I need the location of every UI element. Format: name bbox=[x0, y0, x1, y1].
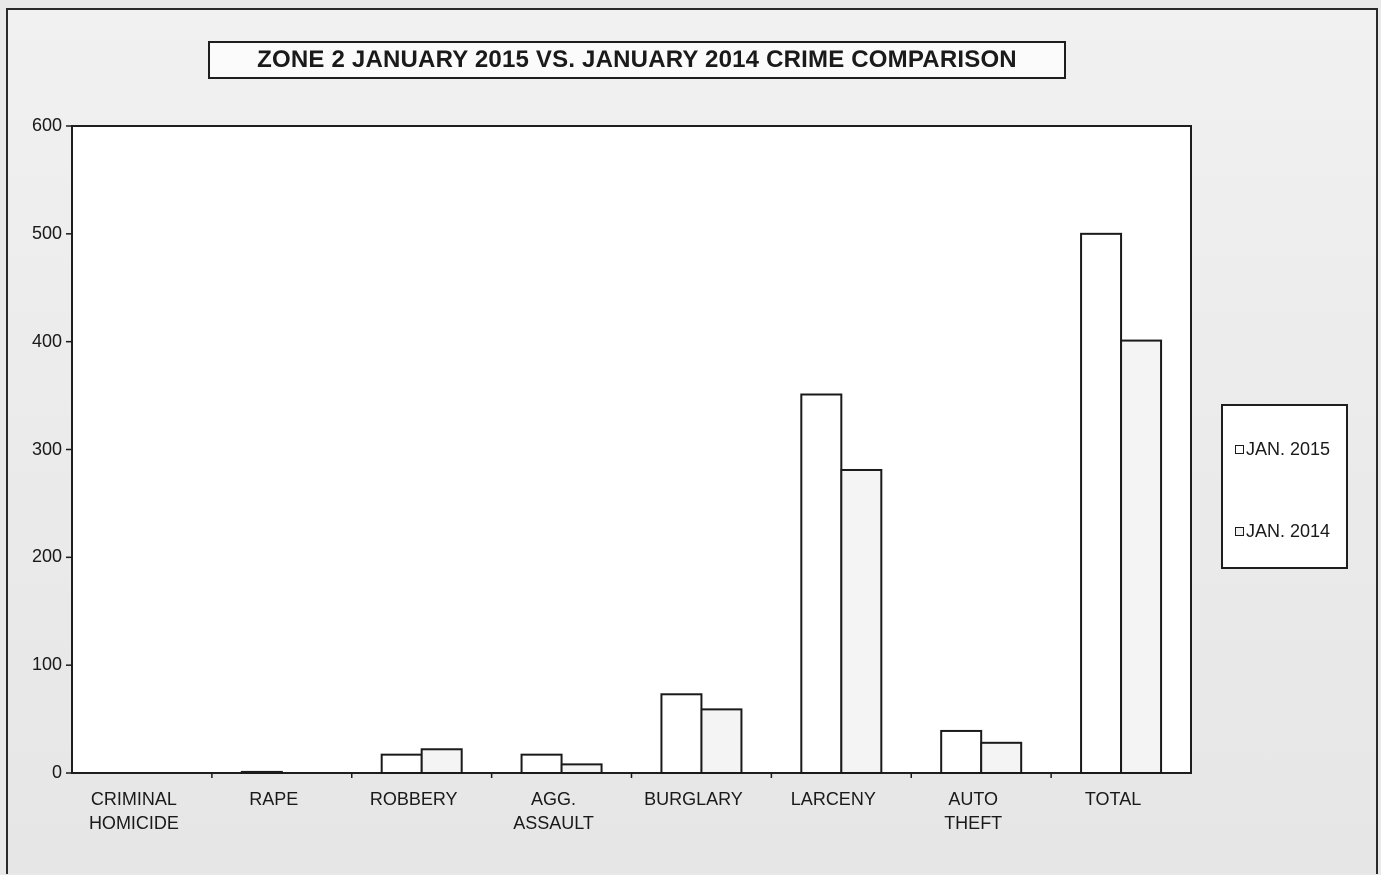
x-tick-label: CRIMINAL HOMICIDE bbox=[59, 787, 209, 835]
bar-jan-2015-total bbox=[1080, 232, 1123, 775]
bar-jan-2015-rape bbox=[240, 770, 283, 775]
x-tick-label: RAPE bbox=[199, 787, 349, 811]
y-tick-label: 600 bbox=[31, 115, 62, 135]
bar-group bbox=[240, 232, 1163, 775]
bar-jan-2015-larceny bbox=[800, 393, 843, 774]
y-tick-label: 400 bbox=[31, 330, 62, 351]
legend-item-jan-2014: JAN. 2014 bbox=[1235, 521, 1330, 542]
bar-jan-2015-robbery bbox=[380, 753, 423, 775]
bar-jan-2015-agg-assault bbox=[520, 753, 563, 775]
x-tick-label-line: THEFT bbox=[944, 813, 1003, 833]
x-tick-label-line: AGG. bbox=[531, 789, 577, 809]
x-tick-label-line: CRIMINAL bbox=[90, 789, 177, 809]
legend-label-jan-2014: JAN. 2014 bbox=[1246, 521, 1331, 541]
legend-label-jan-2015: JAN. 2015 bbox=[1246, 439, 1331, 459]
x-tick-label-line: TOTAL bbox=[1084, 789, 1142, 809]
x-tick-label-line: AUTO bbox=[948, 789, 999, 809]
x-tick-label-line: RAPE bbox=[249, 789, 299, 809]
legend-swatch-jan-2014 bbox=[1235, 527, 1244, 536]
bar-jan-2015-auto-theft bbox=[940, 729, 983, 775]
legend-swatch-jan-2015 bbox=[1235, 445, 1244, 454]
bar-jan-2015-burglary bbox=[660, 693, 703, 775]
y-tick-label: 500 bbox=[31, 222, 62, 243]
x-tick-label: AGG. ASSAULT bbox=[479, 787, 629, 835]
axis-ticks bbox=[66, 125, 1052, 778]
x-tick-label-line: BURGLARY bbox=[644, 789, 743, 809]
x-tick-label: LARCENY bbox=[758, 787, 908, 811]
bar-jan-2014-agg-assault bbox=[560, 763, 603, 775]
bar-jan-2014-larceny bbox=[840, 468, 883, 774]
x-tick-label-line: HOMICIDE bbox=[88, 813, 179, 833]
legend-item-jan-2015: JAN. 2015 bbox=[1235, 439, 1330, 460]
x-tick-label: TOTAL bbox=[1038, 787, 1188, 811]
x-tick-label-line: LARCENY bbox=[790, 789, 876, 809]
plot-area bbox=[71, 125, 1192, 774]
x-tick-label: AUTO THEFT bbox=[898, 787, 1048, 835]
bar-jan-2014-robbery bbox=[420, 748, 463, 775]
x-tick-label-line: ASSAULT bbox=[513, 813, 594, 833]
x-tick-label-line: ROBBERY bbox=[369, 789, 458, 809]
y-tick-label: 100 bbox=[31, 654, 62, 675]
bar-jan-2014-auto-theft bbox=[980, 741, 1023, 774]
x-tick-label: ROBBERY bbox=[339, 787, 489, 811]
bar-jan-2014-burglary bbox=[700, 708, 743, 775]
y-tick-label: 200 bbox=[31, 546, 62, 567]
chart-title: ZONE 2 JANUARY 2015 VS. JANUARY 2014 CRI… bbox=[208, 41, 1066, 79]
y-tick-label: 300 bbox=[31, 438, 62, 459]
legend: JAN. 2015 JAN. 2014 bbox=[1221, 404, 1348, 569]
y-tick-label: 0 bbox=[51, 762, 62, 782]
bar-jan-2014-total bbox=[1120, 339, 1163, 774]
x-tick-label: BURGLARY bbox=[618, 787, 768, 811]
